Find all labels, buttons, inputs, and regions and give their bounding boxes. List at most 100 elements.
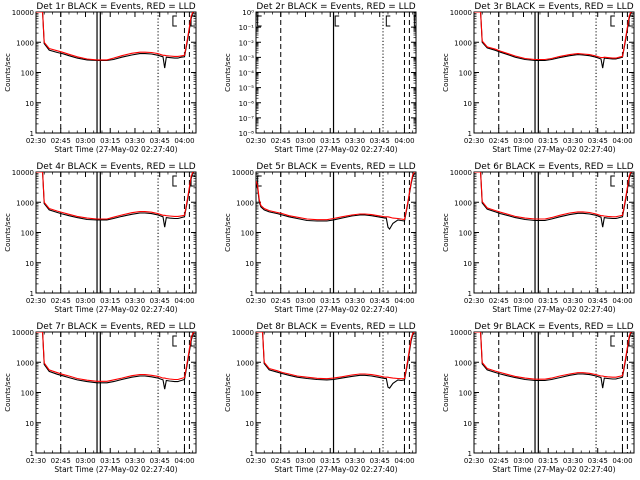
panel-title: Det 9r BLACK = Events, RED = LLD — [474, 322, 633, 332]
x-tick-label: 03:45 — [588, 297, 608, 305]
plot-frame — [473, 331, 635, 454]
series-line-events — [256, 173, 415, 231]
y-tick-label: 1000 — [454, 359, 472, 367]
x-tick-label: 03:15 — [100, 297, 120, 305]
x-tick-label: 03:30 — [125, 137, 145, 145]
y-tick-label: 100 — [21, 230, 34, 238]
x-tick-label: 03:45 — [150, 457, 170, 465]
plot-frame — [35, 11, 197, 134]
series-line-lld — [256, 332, 415, 380]
y-tick-label: 10⁻³ — [239, 54, 255, 62]
y-tick-label: 100 — [459, 230, 472, 238]
x-axis-label: Start Time (27-May-02 02:27:40) — [492, 465, 615, 474]
bracket-marker — [610, 335, 615, 347]
x-tick-label: 02:30 — [26, 457, 46, 465]
panel-det-6: Det 6r BLACK = Events, RED = LLD 1 10 100 10… — [442, 162, 635, 314]
x-tick-label: 03:15 — [320, 457, 340, 465]
series-line-events — [36, 172, 195, 228]
panel-title: Det 4r BLACK = Events, RED = LLD — [36, 162, 195, 172]
x-tick-label: 03:30 — [563, 137, 583, 145]
x-tick-label: 03:15 — [320, 297, 340, 305]
y-tick-label: 100 — [21, 390, 34, 398]
y-tick-label: 10 — [25, 260, 34, 268]
series-line-events — [256, 332, 415, 389]
y-tick-label: 100 — [459, 390, 472, 398]
bracket-marker — [172, 335, 177, 347]
x-tick-label: 03:45 — [588, 137, 608, 145]
x-tick-label: 03:45 — [370, 297, 390, 305]
series-line-lld — [474, 172, 633, 220]
plot-frame — [255, 171, 417, 294]
x-tick-label: 03:00 — [295, 297, 315, 305]
bracket-marker — [172, 175, 177, 187]
x-tick-label: 02:30 — [26, 137, 46, 145]
y-tick-label: 100 — [459, 70, 472, 78]
x-tick-label: 03:00 — [75, 137, 95, 145]
x-tick-label: 03:15 — [538, 297, 558, 305]
panel-det-1: Det 1r BLACK = Events, RED = LLD 1 10 100 10… — [4, 2, 197, 154]
x-tick-label: 03:00 — [295, 137, 315, 145]
bracket-marker — [334, 15, 340, 27]
panel-title: Det 1r BLACK = Events, RED = LLD — [36, 2, 195, 12]
x-tick-label: 03:00 — [75, 297, 95, 305]
series-line-events — [474, 12, 633, 69]
y-tick-label: 1 — [30, 130, 34, 138]
x-tick-label: 03:45 — [150, 137, 170, 145]
panel-det-7: Det 7r BLACK = Events, RED = LLD 1 10 100 10… — [4, 322, 197, 474]
y-axis-label: Counts/sec — [442, 53, 450, 92]
x-tick-label: 03:30 — [563, 297, 583, 305]
y-tick-label: 10000 — [232, 329, 254, 337]
x-tick-label: 02:45 — [489, 297, 509, 305]
panel-det-3: Det 3r BLACK = Events, RED = LLD 1 10 100 10… — [442, 2, 635, 154]
x-tick-label: 03:45 — [370, 137, 390, 145]
series-line-events — [474, 332, 633, 389]
y-tick-label: 10⁻⁸ — [239, 130, 255, 138]
series-line-lld — [474, 12, 633, 61]
x-tick-label: 04:00 — [612, 137, 632, 145]
y-tick-label: 10000 — [450, 169, 472, 177]
x-tick-label: 03:30 — [563, 457, 583, 465]
x-tick-label: 02:45 — [51, 297, 71, 305]
x-tick-label: 03:00 — [75, 457, 95, 465]
y-tick-label: 1 — [468, 450, 472, 458]
x-axis-label: Start Time (27-May-02 02:27:40) — [54, 145, 177, 154]
y-tick-label: 10 — [463, 100, 472, 108]
y-tick-label: 10⁻¹ — [239, 24, 255, 32]
x-axis-label: Start Time (27-May-02 02:27:40) — [54, 465, 177, 474]
y-tick-label: 1000 — [454, 199, 472, 207]
y-tick-label: 1000 — [236, 359, 254, 367]
x-tick-label: 03:30 — [345, 137, 365, 145]
panel-title: Det 5r BLACK = Events, RED = LLD — [256, 162, 415, 172]
y-tick-label: 10 — [25, 420, 34, 428]
y-axis-label: Counts/sec — [4, 213, 12, 252]
y-tick-label: 10 — [463, 260, 472, 268]
plot-area — [474, 172, 634, 293]
x-tick-label: 03:00 — [513, 137, 533, 145]
y-tick-label: 10000 — [232, 169, 254, 177]
y-tick-label: 1000 — [16, 359, 34, 367]
series-line-events — [36, 332, 195, 390]
panel-title: Det 8r BLACK = Events, RED = LLD — [256, 322, 415, 332]
plot-frame — [35, 331, 197, 454]
panel-det-5: Det 5r BLACK = Events, RED = LLD 1 10 100 10… — [224, 162, 417, 314]
y-tick-label: 10⁰ — [242, 9, 254, 17]
y-tick-label: 100 — [241, 230, 254, 238]
y-tick-label: 10000 — [450, 9, 472, 17]
bracket-marker — [610, 175, 615, 187]
y-tick-label: 1 — [30, 450, 34, 458]
y-tick-label: 10⁻² — [239, 39, 255, 47]
panel-title: Det 7r BLACK = Events, RED = LLD — [36, 322, 195, 332]
y-axis-label: Counts/sec — [442, 213, 450, 252]
bracket-marker — [385, 15, 391, 27]
plot-frame — [473, 11, 635, 134]
y-tick-label: 10⁻⁷ — [239, 115, 255, 123]
plot-area — [256, 172, 415, 293]
x-tick-label: 03:30 — [125, 297, 145, 305]
y-tick-label: 1 — [468, 130, 472, 138]
x-tick-label: 03:15 — [320, 137, 340, 145]
bracket-marker — [172, 15, 177, 27]
series-line-lld — [474, 332, 633, 380]
x-tick-label: 02:45 — [271, 297, 291, 305]
y-tick-label: 10 — [25, 100, 34, 108]
